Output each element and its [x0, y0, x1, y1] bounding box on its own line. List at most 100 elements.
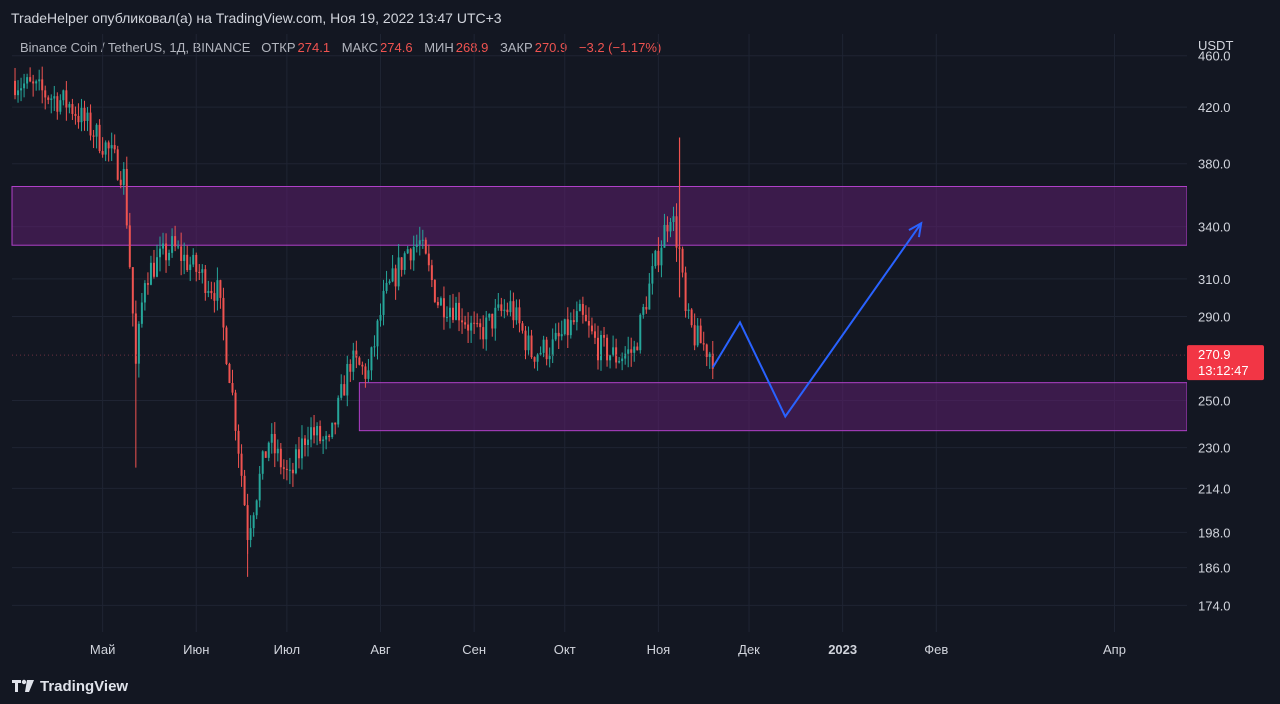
candle-body — [488, 313, 491, 318]
candle-body — [627, 349, 630, 354]
candle-body — [445, 317, 448, 319]
candle-body — [403, 253, 406, 270]
candle-body — [14, 80, 17, 96]
candle-body — [225, 327, 228, 364]
candle-body — [424, 239, 427, 254]
x-tick-label: Фев — [924, 642, 948, 657]
y-tick-label: 214.0 — [1198, 481, 1231, 496]
candle-body — [560, 334, 563, 337]
candle-body — [400, 257, 403, 270]
x-tick-label: Ноя — [647, 642, 671, 657]
candle-body — [222, 297, 225, 328]
time-axis[interactable] — [0, 632, 1280, 666]
y-tick-label: 460.0 — [1198, 49, 1231, 64]
candle-body — [131, 267, 134, 314]
candle-body — [216, 280, 219, 301]
candle-body — [406, 249, 409, 254]
candle-body — [518, 307, 521, 324]
y-tick-label: 310.0 — [1198, 272, 1231, 287]
projection-arrowhead — [908, 221, 923, 238]
candle-body — [17, 90, 20, 96]
candle-body — [663, 224, 666, 248]
x-tick-label: Окт — [554, 642, 576, 657]
candle-body — [355, 350, 358, 358]
candle-body — [303, 438, 306, 446]
candle-body — [234, 392, 237, 431]
chart-area[interactable]: USDT 460.0 420.0 380.0 340.0 310.0 290.0 250.0 2… — [0, 34, 1280, 666]
candle-body — [32, 81, 35, 84]
candle-body — [279, 448, 282, 468]
candle-body — [143, 283, 146, 303]
candle-body — [554, 332, 557, 340]
candle-body — [367, 370, 370, 379]
candle-body — [506, 309, 509, 313]
legend-change-value: −3.2 (−1.17%) — [578, 40, 662, 55]
x-tick-label: Июл — [274, 642, 300, 657]
candle-body — [569, 320, 572, 336]
candle-body — [270, 434, 273, 443]
candle-body — [596, 337, 599, 361]
candle-body — [464, 322, 467, 325]
candle-body — [219, 280, 222, 298]
candle-body — [669, 222, 672, 232]
currency-label: USDT — [1198, 38, 1233, 53]
candle-body — [409, 249, 412, 261]
candle-body — [110, 145, 113, 149]
candle-body — [442, 298, 445, 318]
footer-brand[interactable]: TradingView — [40, 677, 129, 695]
candle-body — [642, 307, 645, 315]
candle-body — [572, 320, 575, 323]
candle-body — [113, 145, 116, 150]
candle-body — [71, 104, 74, 114]
legend-symbol[interactable]: Binance Coin / TetherUS, 1Д, BINANCE — [20, 40, 251, 55]
candle-body — [125, 168, 128, 226]
candle-body — [255, 500, 258, 516]
candle-body — [74, 113, 77, 116]
candle-body — [140, 302, 143, 324]
candle-body — [415, 244, 418, 247]
candle-body — [557, 332, 560, 337]
x-tick-label: Сен — [462, 642, 486, 657]
candle-body — [630, 349, 633, 353]
candle-body — [47, 97, 50, 100]
candle-body — [243, 475, 246, 506]
candle-body — [696, 325, 699, 346]
candle-body — [237, 430, 240, 454]
candle-body — [325, 435, 328, 440]
candle-body — [491, 313, 494, 329]
candle-body — [536, 354, 539, 362]
candle-body — [195, 254, 198, 272]
candle-body — [584, 314, 587, 321]
candle-body — [77, 115, 80, 123]
candle-body — [288, 469, 291, 471]
candle-body — [448, 307, 451, 318]
candle-body — [609, 355, 612, 361]
candle-body — [687, 309, 690, 312]
candle-body — [452, 307, 455, 320]
candle-body — [119, 179, 122, 185]
y-tick-label: 186.0 — [1198, 561, 1231, 576]
tradingview-logo-icon[interactable] — [12, 679, 34, 693]
candle-body — [313, 427, 316, 436]
x-tick-label: Авг — [370, 642, 391, 657]
legend-low-value: 268.9 — [455, 40, 489, 55]
candle-body — [581, 303, 584, 315]
candle-body — [385, 282, 388, 291]
legend-high-value: 274.6 — [380, 40, 413, 55]
candle-body — [297, 449, 300, 459]
zone-resistance[interactable] — [11, 186, 1188, 246]
candle-body — [494, 307, 497, 329]
projection-path[interactable] — [711, 222, 923, 419]
candle-body — [394, 268, 397, 287]
candle-body — [23, 83, 26, 89]
candle-body — [711, 353, 714, 369]
candle-body — [370, 347, 373, 371]
candle-body — [479, 323, 482, 328]
candle-body — [98, 124, 101, 152]
legend-low-label: МИН — [424, 40, 454, 55]
candle-body — [352, 350, 355, 372]
candle-body — [461, 320, 464, 323]
y-tick-label: 250.0 — [1198, 393, 1231, 408]
x-tick-label: Дек — [738, 642, 760, 657]
